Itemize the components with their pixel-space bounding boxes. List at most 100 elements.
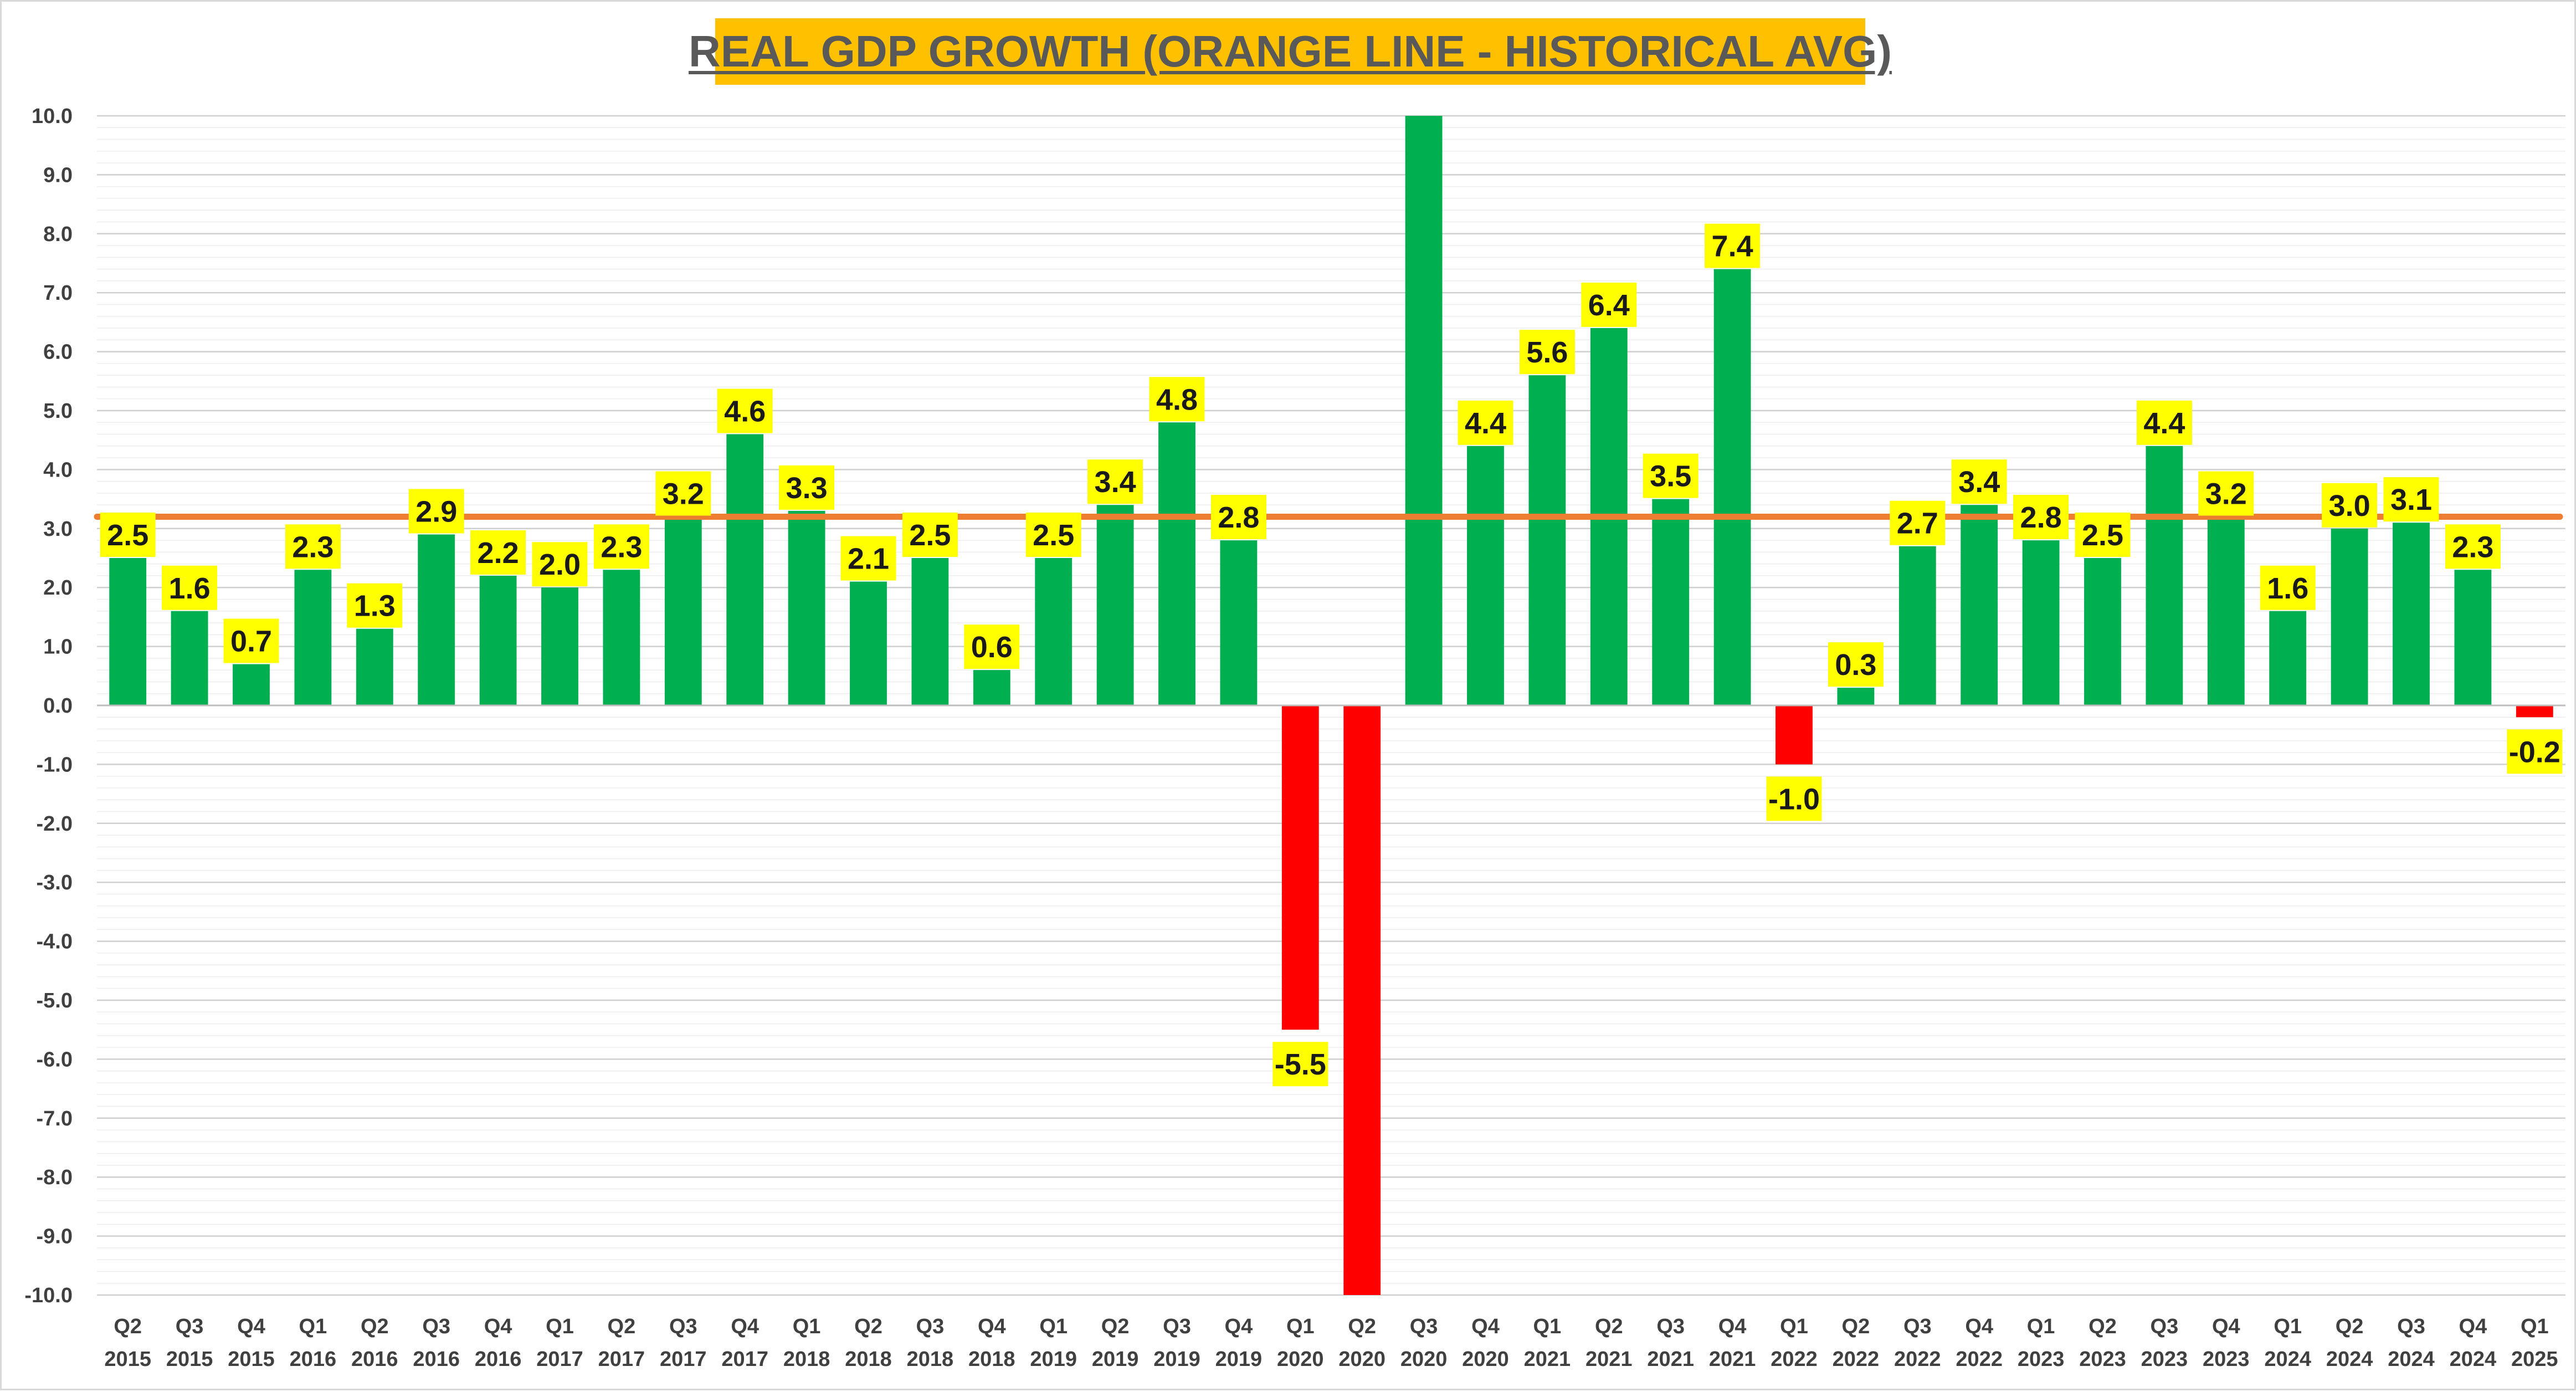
data-label: 0.6: [964, 625, 1020, 669]
data-label-text: 2.3: [2452, 530, 2493, 564]
x-tick-label: Q4 2016: [475, 1315, 522, 1371]
data-label-background: [964, 625, 1020, 669]
x-tick-quarter: Q1: [1286, 1315, 1315, 1338]
data-label: 0.7: [223, 618, 279, 663]
x-tick-quarter: Q4: [731, 1315, 759, 1338]
data-label-text: 4.4: [1465, 407, 1506, 440]
data-label-text: 2.0: [539, 548, 581, 581]
data-label-background: [162, 565, 218, 610]
x-tick-label: Q2 2023: [2079, 1315, 2126, 1371]
x-tick-quarter: Q3: [916, 1315, 945, 1338]
data-label: 2.8: [1210, 495, 1266, 540]
x-tick-label: Q1 2021: [1524, 1315, 1571, 1371]
data-label-text: 3.0: [2329, 489, 2370, 523]
x-tick-label: Q3 2018: [907, 1315, 954, 1371]
data-label-text: 2.5: [107, 519, 148, 552]
bar: [1528, 375, 1566, 705]
data-label: 2.1: [840, 536, 896, 581]
x-tick-year: 2019: [1092, 1348, 1139, 1371]
data-label-background: [2260, 565, 2316, 610]
data-label-text: 3.2: [663, 478, 704, 511]
x-tick-label: Q4 2024: [2450, 1315, 2497, 1371]
bar: [1652, 499, 1690, 705]
y-tick-label: -10.0: [24, 1284, 73, 1307]
data-label-text: 2.5: [2082, 519, 2123, 552]
data-label: 3.5: [1643, 453, 1698, 498]
data-label-background: [1890, 500, 1946, 545]
data-label-background: [408, 489, 464, 534]
data-label-background: [532, 542, 588, 587]
x-tick-quarter: Q1: [1780, 1315, 1808, 1338]
x-tick-year: 2024: [2450, 1348, 2497, 1371]
x-tick-year: 2021: [1524, 1348, 1571, 1371]
x-tick-quarter: Q3: [1163, 1315, 1191, 1338]
bar: [1713, 269, 1751, 705]
bar: [788, 510, 825, 705]
data-label-text: 0.6: [971, 631, 1013, 664]
bar: [2516, 705, 2553, 718]
y-tick-label: 5.0: [43, 400, 73, 423]
data-label-text: -1.0: [1768, 782, 1820, 816]
x-tick-label: Q2 2018: [845, 1315, 892, 1371]
x-tick-quarter: Q4: [1718, 1315, 1747, 1338]
bar: [1467, 446, 1504, 705]
data-label-text: 4.6: [724, 395, 766, 428]
data-label: 4.6: [717, 388, 773, 433]
x-tick-label: Q4 2021: [1709, 1315, 1756, 1371]
x-tick-quarter: Q4: [2459, 1315, 2487, 1338]
data-label-text: 3.4: [1095, 465, 1136, 499]
data-label-background: [1272, 1042, 1328, 1087]
data-label-text: 0.3: [1835, 648, 1876, 682]
x-tick-year: 2023: [2079, 1348, 2126, 1371]
data-label-background: [2445, 524, 2501, 569]
x-tick-label: Q3 2020: [1400, 1315, 1448, 1371]
data-label-background: [1519, 330, 1575, 375]
data-label: 2.3: [593, 524, 649, 569]
y-tick-label: 7.0: [43, 282, 73, 305]
x-tick-quarter: Q2: [1101, 1315, 1130, 1338]
bar: [541, 587, 578, 705]
x-tick-label: Q3 2023: [2141, 1315, 2188, 1371]
data-label: 3.0: [2322, 483, 2378, 528]
x-tick-quarter: Q3: [176, 1315, 204, 1338]
data-label: -0.2: [2507, 729, 2563, 774]
data-label-background: [285, 524, 341, 569]
y-tick-label: -3.0: [37, 871, 73, 894]
data-label-background: [1643, 453, 1698, 498]
x-tick-quarter: Q3: [669, 1315, 697, 1338]
data-label-text: 1.3: [354, 590, 396, 623]
x-tick-quarter: Q4: [1965, 1315, 1993, 1338]
x-tick-label: Q1 2018: [783, 1315, 830, 1371]
data-label: 4.4: [2136, 400, 2192, 445]
data-label-background: [1210, 495, 1266, 540]
x-tick-label: Q2 2021: [1585, 1315, 1633, 1371]
data-label-background: [1025, 513, 1081, 557]
x-tick-label: Q3 2021: [1647, 1315, 1694, 1371]
data-label-text: 2.8: [1218, 501, 1259, 534]
x-tick-quarter: Q4: [237, 1315, 265, 1338]
x-tick-quarter: Q3: [2151, 1315, 2179, 1338]
x-tick-quarter: Q1: [793, 1315, 821, 1338]
data-label: 2.8: [2013, 495, 2069, 540]
x-tick-year: 2022: [1833, 1348, 1880, 1371]
bar: [294, 570, 332, 705]
data-label-text: 3.3: [786, 472, 828, 505]
bar: [2454, 570, 2492, 705]
x-tick-year: 2022: [1894, 1348, 1941, 1371]
data-label-background: [2136, 400, 2192, 445]
x-tick-label: Q2 2024: [2326, 1315, 2373, 1371]
x-tick-year: 2024: [2326, 1348, 2373, 1371]
x-tick-year: 2017: [721, 1348, 768, 1371]
data-label-text: -0.2: [2509, 735, 2560, 769]
y-tick-label: 9.0: [43, 163, 73, 187]
x-tick-year: 2023: [2141, 1348, 2188, 1371]
bar: [1405, 116, 1443, 705]
bar: [109, 558, 147, 705]
x-tick-quarter: Q3: [1410, 1315, 1438, 1338]
x-tick-quarter: Q2: [854, 1315, 882, 1338]
x-tick-year: 2020: [1277, 1348, 1324, 1371]
data-label-text: 2.3: [601, 530, 642, 564]
bar: [233, 664, 270, 705]
x-tick-label: Q1 2016: [290, 1315, 337, 1371]
